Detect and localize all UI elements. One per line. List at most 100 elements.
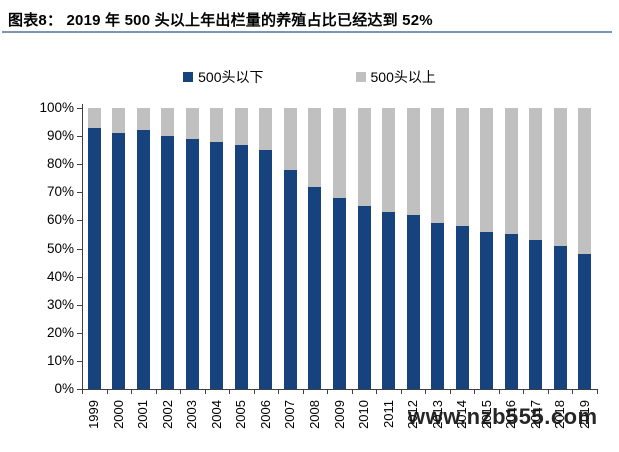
- x-tick-label: 2011: [380, 400, 396, 428]
- x-tick-label: 2003: [184, 400, 200, 429]
- y-tick-label: 0%: [54, 381, 74, 396]
- bar-below-500: [357, 206, 371, 389]
- y-tick-label: 100%: [39, 100, 74, 115]
- x-axis-tick: [302, 389, 304, 394]
- x-axis-tick: [449, 389, 451, 394]
- bar-above-500: [185, 108, 199, 139]
- legend-item-above-500: 500头以上: [355, 67, 436, 87]
- x-axis-tick: [106, 389, 108, 394]
- bar-below-500: [210, 141, 224, 389]
- bar-below-500: [504, 234, 518, 389]
- x-tick-label: 2000: [110, 400, 126, 429]
- y-tick-label: 40%: [46, 268, 74, 284]
- bar-below-500: [283, 169, 297, 389]
- bar-above-500: [283, 108, 297, 170]
- bar-below-500: [480, 231, 494, 389]
- bar-above-500: [578, 108, 592, 255]
- legend-label-below-500: 500头以下: [198, 69, 264, 85]
- legend-swatch-above-500-icon: [355, 72, 366, 82]
- title-underline: [2, 31, 612, 33]
- x-tick-label: 2005: [233, 400, 249, 429]
- legend-label-above-500: 500头以上: [370, 69, 436, 85]
- bar-above-500: [161, 108, 175, 137]
- x-axis-tick: [253, 389, 255, 394]
- bar-above-500: [308, 108, 322, 187]
- x-tick-label: 2002: [159, 400, 175, 429]
- x-tick-label: 1999: [86, 400, 102, 429]
- x-axis-tick: [523, 389, 525, 394]
- y-axis-tick: [77, 332, 82, 334]
- bar-above-500: [333, 108, 346, 198]
- y-tick-label: 90%: [46, 128, 74, 144]
- y-axis-tick: [77, 192, 82, 194]
- bar-below-500: [455, 226, 469, 389]
- bar-below-500: [406, 214, 420, 389]
- y-axis-tick: [77, 136, 82, 138]
- y-tick-label: 50%: [46, 240, 74, 256]
- y-tick-label: 30%: [46, 296, 74, 312]
- x-axis-tick: [155, 389, 157, 394]
- bar-below-500: [87, 127, 101, 389]
- x-axis-tick: [425, 389, 427, 394]
- bar-above-500: [234, 108, 248, 145]
- legend-item-below-500: 500头以下: [183, 67, 264, 87]
- x-axis-tick: [278, 389, 280, 394]
- bar-above-500: [480, 108, 494, 232]
- bar-above-500: [553, 108, 567, 246]
- chart-title-block: 图表8： 2019 年 500 头以上年出栏量的养殖占比已经达到 52%: [0, 0, 612, 34]
- bar-below-500: [259, 150, 273, 389]
- bar-above-500: [431, 108, 445, 224]
- x-axis-tick: [376, 389, 378, 394]
- bar-above-500: [357, 108, 371, 207]
- bar-above-500: [210, 108, 224, 142]
- x-axis-tick: [351, 389, 353, 394]
- bar-above-500: [87, 108, 101, 128]
- watermark: www.nzb555.com: [408, 404, 598, 429]
- x-tick-label: 2007: [282, 400, 298, 429]
- bar-above-500: [529, 108, 543, 241]
- bar-below-500: [333, 197, 346, 389]
- y-axis-tick: [77, 248, 82, 250]
- x-axis-tick: [474, 389, 476, 394]
- chart-title: 图表8： 2019 年 500 头以上年出栏量的养殖占比已经达到 52%: [8, 12, 433, 29]
- y-axis-tick: [77, 276, 82, 278]
- x-tick-label: 2010: [356, 400, 372, 429]
- x-axis-tick: [180, 389, 182, 394]
- x-axis-tick: [597, 389, 598, 394]
- y-axis-tick: [77, 108, 82, 109]
- y-axis-tick: [77, 389, 82, 390]
- bar-above-500: [259, 108, 273, 151]
- y-tick-label: 10%: [46, 352, 74, 368]
- y-axis-tick: [77, 220, 82, 222]
- x-axis-tick: [327, 389, 329, 394]
- x-tick-label: 2006: [257, 400, 273, 429]
- bar-below-500: [308, 186, 322, 389]
- x-axis-tick: [547, 389, 549, 394]
- x-tick-label: 2008: [306, 400, 322, 429]
- y-axis-tick: [77, 164, 82, 166]
- x-axis-tick: [82, 389, 83, 394]
- bar-below-500: [185, 138, 199, 389]
- x-axis-tick: [204, 389, 206, 394]
- bar-below-500: [553, 245, 567, 389]
- bar-above-500: [406, 108, 420, 215]
- bar-below-500: [161, 136, 175, 389]
- x-tick-label: 2004: [208, 400, 224, 429]
- bar-above-500: [136, 108, 150, 131]
- y-axis-tick: [77, 360, 82, 362]
- bar-below-500: [136, 130, 150, 389]
- y-tick-label: 20%: [46, 324, 74, 340]
- bar-below-500: [529, 240, 543, 389]
- bar-above-500: [455, 108, 469, 227]
- x-axis-tick: [572, 389, 574, 394]
- x-axis-line: [78, 389, 597, 390]
- x-tick-label: 2001: [135, 400, 151, 429]
- y-tick-label: 70%: [46, 184, 74, 200]
- y-axis-tick: [77, 304, 82, 306]
- x-tick-label: 2009: [331, 400, 347, 429]
- bar-above-500: [504, 108, 518, 235]
- y-tick-label: 60%: [46, 212, 74, 228]
- bar-below-500: [578, 254, 592, 389]
